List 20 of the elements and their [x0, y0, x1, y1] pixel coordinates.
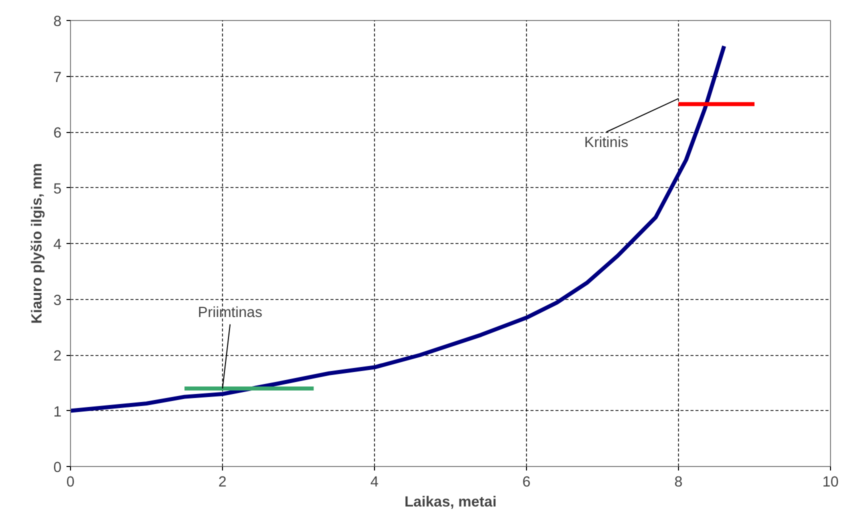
x-tick-label: 2 [218, 474, 227, 490]
y-tick-label: 4 [53, 237, 62, 253]
x-tick-label: 4 [370, 474, 379, 490]
x-tick-label: 6 [522, 474, 531, 490]
annotation: Kritinis [584, 135, 628, 152]
x-tick-label: 10 [822, 474, 839, 490]
annotation: Priimtinas [198, 305, 262, 322]
y-tick-label: 5 [53, 181, 62, 198]
y-axis-title: Kiauro plyšio ilgis, mm [29, 163, 46, 324]
x-axis-title: Laikas, metai [404, 494, 497, 510]
x-tick-label: 8 [674, 474, 683, 490]
y-tick-label: 0 [53, 460, 62, 476]
x-tick-label: 0 [66, 474, 75, 490]
y-tick-label: 6 [53, 126, 62, 142]
y-tick-label: 8 [53, 14, 62, 30]
line-series [70, 44, 726, 413]
y-tick-label: 1 [53, 404, 62, 420]
y-tick-label: 3 [53, 292, 62, 309]
y-tick-label: 2 [53, 348, 62, 364]
y-tick-label: 7 [53, 70, 62, 86]
